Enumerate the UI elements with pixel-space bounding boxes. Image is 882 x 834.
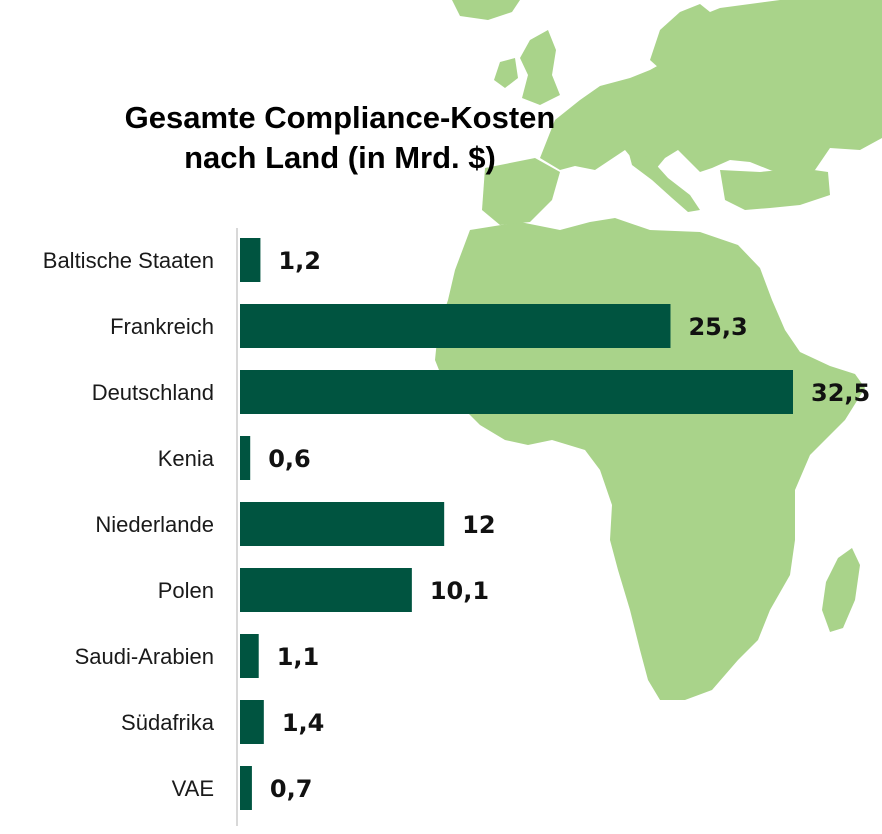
scandinavia-shape xyxy=(650,4,720,78)
bar xyxy=(240,304,671,348)
value-label: 1,4 xyxy=(282,709,325,737)
category-label: Deutschland xyxy=(92,380,214,405)
value-label: 0,6 xyxy=(268,445,311,473)
value-label: 10,1 xyxy=(430,577,489,605)
bars-group: Baltische Staaten 1,2 Frankreich 25,3 Deutsc… xyxy=(43,238,870,810)
value-label: 25,3 xyxy=(688,313,747,341)
category-label: Südafrika xyxy=(121,710,215,735)
iceland-shape xyxy=(452,0,520,20)
great-britain-shape xyxy=(520,30,560,105)
balkans-shape xyxy=(720,168,830,210)
value-label: 12 xyxy=(462,511,495,539)
bar xyxy=(240,436,251,480)
bar xyxy=(240,766,252,810)
category-label: Kenia xyxy=(158,446,215,471)
bar xyxy=(240,634,259,678)
category-label: Saudi-Arabien xyxy=(75,644,214,669)
bar xyxy=(240,568,412,612)
europe-shape xyxy=(540,0,882,178)
category-label: Niederlande xyxy=(95,512,214,537)
category-label: Frankreich xyxy=(110,314,214,339)
chart-title-line-1: Gesamte Compliance-Kosten xyxy=(124,100,556,135)
italy-shape xyxy=(628,150,700,212)
value-label: 1,2 xyxy=(278,247,321,275)
bar xyxy=(240,238,261,282)
value-label: 0,7 xyxy=(270,775,313,803)
bar xyxy=(240,370,793,414)
value-label: 32,5 xyxy=(811,379,870,407)
madagascar-shape xyxy=(822,548,860,632)
bar xyxy=(240,502,445,546)
category-label: VAE xyxy=(172,776,214,801)
ireland-shape xyxy=(494,58,518,88)
iberia-shape xyxy=(482,158,560,225)
chart-title: Gesamte Compliance-Kosten nach Land (in … xyxy=(60,98,620,178)
category-label: Baltische Staaten xyxy=(43,248,214,273)
chart-title-line-2: nach Land (in Mrd. $) xyxy=(184,140,496,175)
value-label: 1,1 xyxy=(277,643,320,671)
bar xyxy=(240,700,264,744)
category-label: Polen xyxy=(158,578,214,603)
